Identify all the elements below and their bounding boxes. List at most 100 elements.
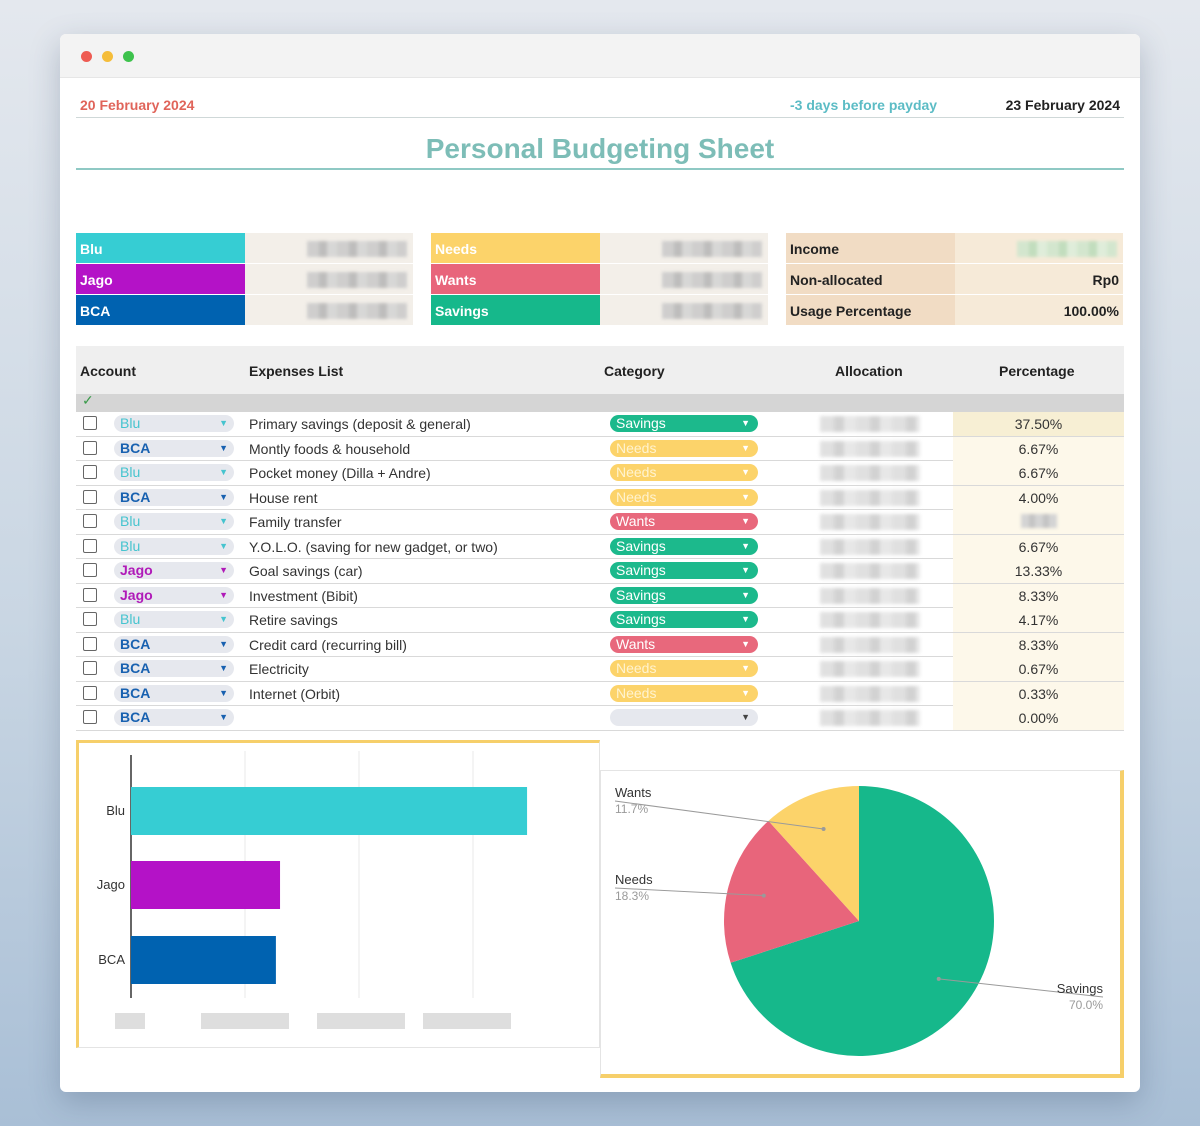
row-checkbox[interactable] <box>83 710 97 724</box>
dropdown-arrow-icon[interactable]: ▼ <box>219 638 228 649</box>
account-dropdown[interactable]: Blu ▼ <box>114 513 234 530</box>
expense-name[interactable]: Family transfer <box>249 514 342 530</box>
category-dropdown[interactable]: Savings ▼ <box>610 562 758 579</box>
category-dropdown[interactable]: Savings ▼ <box>610 611 758 628</box>
account-dropdown[interactable]: BCA ▼ <box>114 635 234 653</box>
dropdown-arrow-icon[interactable]: ▼ <box>219 516 228 526</box>
percentage-cell[interactable]: 6.67% <box>953 534 1124 559</box>
table-row[interactable]: Jago ▼ Investment (Bibit) Savings ▼ 8.33% <box>76 583 1124 608</box>
account-dropdown[interactable]: BCA ▼ <box>114 709 234 726</box>
dropdown-arrow-icon[interactable]: ▼ <box>219 687 228 698</box>
dropdown-arrow-icon[interactable]: ▼ <box>219 467 228 477</box>
percentage-cell[interactable]: 6.67% <box>953 461 1124 485</box>
account-dropdown[interactable]: Jago ▼ <box>114 586 234 604</box>
account-dropdown[interactable]: Blu ▼ <box>114 611 234 628</box>
expense-name[interactable]: Goal savings (car) <box>249 563 363 579</box>
account-dropdown[interactable]: BCA ▼ <box>114 660 234 677</box>
category-dropdown[interactable]: Savings ▼ <box>610 537 758 555</box>
percentage-cell[interactable]: 6.67% <box>953 436 1124 461</box>
expense-name[interactable]: House rent <box>249 489 318 506</box>
dropdown-arrow-icon[interactable]: ▼ <box>219 565 228 575</box>
dropdown-arrow-icon[interactable]: ▼ <box>219 491 228 502</box>
account-dropdown[interactable]: Blu ▼ <box>114 537 234 555</box>
table-row[interactable]: BCA ▼ ▼ 0.00% <box>76 706 1124 731</box>
expense-name[interactable]: Investment (Bibit) <box>249 587 358 604</box>
checkmark-icon[interactable]: ✓ <box>82 392 94 408</box>
table-row[interactable]: Blu ▼ Y.O.L.O. (saving for new gadget, or … <box>76 534 1124 559</box>
category-dropdown[interactable]: Wants ▼ <box>610 513 758 530</box>
percentage-cell[interactable]: 13.33% <box>953 559 1124 583</box>
category-dropdown[interactable]: Needs ▼ <box>610 660 758 677</box>
table-row[interactable]: BCA ▼ House rent Needs ▼ 4.00% <box>76 485 1124 510</box>
account-dropdown[interactable]: BCA ▼ <box>114 684 234 702</box>
usage-row[interactable]: Usage Percentage 100.00% <box>786 295 1123 326</box>
summary-category-savings[interactable]: Savings <box>431 295 768 326</box>
select-all-row[interactable]: ✓ <box>76 392 1124 412</box>
dropdown-arrow-icon[interactable]: ▼ <box>741 614 750 624</box>
account-dropdown[interactable]: BCA ▼ <box>114 488 234 506</box>
summary-account-blu[interactable]: Blu <box>76 233 413 264</box>
expense-name[interactable]: Credit card (recurring bill) <box>249 636 407 653</box>
account-dropdown[interactable]: Jago ▼ <box>114 562 234 579</box>
dropdown-arrow-icon[interactable]: ▼ <box>741 712 750 722</box>
dropdown-arrow-icon[interactable]: ▼ <box>741 516 750 526</box>
percentage-cell[interactable]: 0.67% <box>953 657 1124 681</box>
table-row[interactable]: BCA ▼ Montly foods & household Needs ▼ 6.67% <box>76 436 1124 461</box>
category-dropdown[interactable]: Needs ▼ <box>610 439 758 457</box>
row-checkbox[interactable] <box>83 538 97 553</box>
dropdown-arrow-icon[interactable]: ▼ <box>219 418 228 428</box>
nonallocated-row[interactable]: Non-allocated Rp0 <box>786 264 1123 295</box>
close-window-button[interactable] <box>81 51 92 62</box>
dropdown-arrow-icon[interactable]: ▼ <box>741 467 750 477</box>
row-checkbox[interactable] <box>83 489 97 504</box>
table-row[interactable]: BCA ▼ Internet (Orbit) Needs ▼ 0.33% <box>76 681 1124 706</box>
dropdown-arrow-icon[interactable]: ▼ <box>219 614 228 624</box>
percentage-cell[interactable]: 4.17% <box>953 608 1124 632</box>
income-row[interactable]: Income <box>786 233 1123 264</box>
table-row[interactable]: Blu ▼ Primary savings (deposit & general) S… <box>76 412 1124 437</box>
percentage-cell[interactable] <box>953 510 1124 534</box>
expense-name[interactable]: Pocket money (Dilla + Andre) <box>249 465 431 481</box>
category-dropdown[interactable]: Wants ▼ <box>610 635 758 653</box>
row-checkbox[interactable] <box>83 661 97 675</box>
maximize-window-button[interactable] <box>123 51 134 62</box>
percentage-cell[interactable]: 37.50% <box>953 412 1124 436</box>
dropdown-arrow-icon[interactable]: ▼ <box>741 638 750 649</box>
category-dropdown[interactable]: Needs ▼ <box>610 464 758 481</box>
dropdown-arrow-icon[interactable]: ▼ <box>741 442 750 453</box>
row-checkbox[interactable] <box>83 563 97 577</box>
dropdown-arrow-icon[interactable]: ▼ <box>741 565 750 575</box>
table-row[interactable]: Blu ▼ Retire savings Savings ▼ 4.17% <box>76 608 1124 633</box>
expense-name[interactable]: Retire savings <box>249 612 338 628</box>
table-row[interactable]: BCA ▼ Credit card (recurring bill) Wants ▼ 8.… <box>76 632 1124 657</box>
table-row[interactable]: Jago ▼ Goal savings (car) Savings ▼ 13.33% <box>76 559 1124 584</box>
expense-name[interactable]: Montly foods & household <box>249 440 411 457</box>
dropdown-arrow-icon[interactable]: ▼ <box>219 663 228 673</box>
row-checkbox[interactable] <box>83 416 97 430</box>
dropdown-arrow-icon[interactable]: ▼ <box>219 712 228 722</box>
category-dropdown[interactable]: Needs ▼ <box>610 488 758 506</box>
dropdown-arrow-icon[interactable]: ▼ <box>219 540 228 551</box>
dropdown-arrow-icon[interactable]: ▼ <box>741 663 750 673</box>
dropdown-arrow-icon[interactable]: ▼ <box>741 687 750 698</box>
percentage-cell[interactable]: 8.33% <box>953 632 1124 657</box>
dropdown-arrow-icon[interactable]: ▼ <box>741 540 750 551</box>
account-dropdown[interactable]: Blu ▼ <box>114 415 234 432</box>
summary-account-bca[interactable]: BCA <box>76 295 413 326</box>
percentage-cell[interactable]: 4.00% <box>953 485 1124 510</box>
expense-name[interactable]: Electricity <box>249 661 309 677</box>
expense-name[interactable]: Primary savings (deposit & general) <box>249 416 471 432</box>
percentage-cell[interactable]: 0.00% <box>953 706 1124 730</box>
account-dropdown[interactable]: Blu ▼ <box>114 464 234 481</box>
row-checkbox[interactable] <box>83 636 97 651</box>
summary-account-jago[interactable]: Jago <box>76 264 413 295</box>
summary-category-needs[interactable]: Needs <box>431 233 768 264</box>
category-dropdown[interactable]: Savings ▼ <box>610 586 758 604</box>
summary-category-wants[interactable]: Wants <box>431 264 768 295</box>
row-checkbox[interactable] <box>83 612 97 626</box>
row-checkbox[interactable] <box>83 587 97 602</box>
category-dropdown[interactable]: Savings ▼ <box>610 415 758 432</box>
row-checkbox[interactable] <box>83 685 97 700</box>
table-row[interactable]: Blu ▼ Family transfer Wants ▼ <box>76 510 1124 535</box>
row-checkbox[interactable] <box>83 465 97 479</box>
